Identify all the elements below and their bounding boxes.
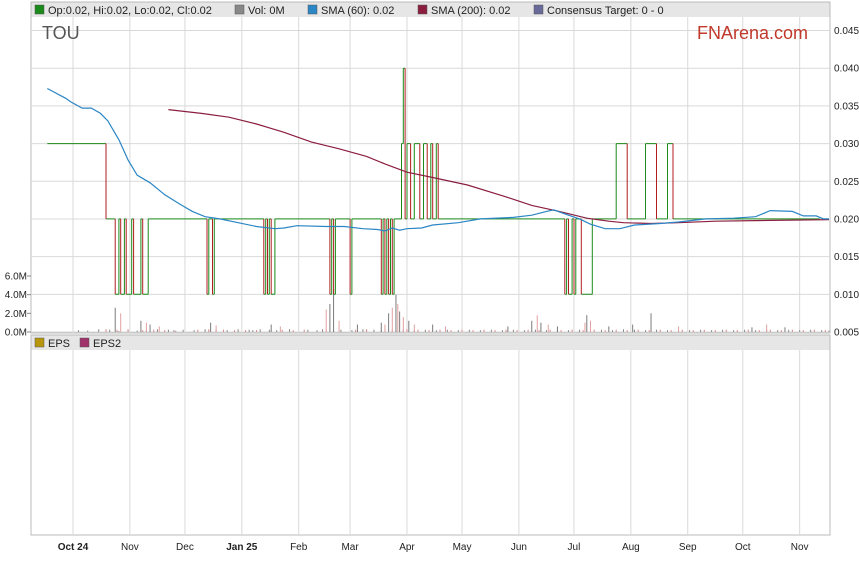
price-tick-label: 0.005 (834, 328, 859, 339)
month-axis: Oct 24 Nov Dec Jan 25 Feb Mar Apr May Jun Jul Aug S… (58, 542, 809, 553)
month-tick-label: May (453, 542, 472, 553)
volume-tick-label: 2.0M (5, 309, 27, 320)
month-tick-label: Apr (399, 542, 415, 553)
ohlc-legend-swatch (34, 4, 45, 15)
price-tick-label: 0.035 (834, 101, 859, 112)
volume-tick-label: 6.0M (5, 272, 27, 283)
eps-legend-swatch (34, 337, 45, 348)
price-tick-label: 0.010 (834, 290, 859, 301)
top-plot-area (30, 1, 831, 334)
price-tick-label: 0.015 (834, 252, 859, 263)
bottom-legend-bar (31, 335, 830, 350)
month-tick-label: Sep (679, 542, 697, 553)
bottom-panel (30, 334, 831, 536)
sma200-line (168, 109, 830, 225)
bottom-gridlines (72, 350, 801, 535)
brand-logo: FNArena.com (697, 23, 808, 43)
ticker-label: TOU (42, 23, 80, 43)
month-tick-label: Aug (622, 542, 640, 553)
volume-tick-label: 0.0M (5, 328, 27, 339)
month-tick-label: Jun (511, 542, 527, 553)
eps2-legend-label: EPS2 (93, 338, 121, 350)
vol-legend-label: Vol: 0M (248, 5, 285, 17)
top-legend-bar (31, 2, 830, 17)
month-tick-label: Nov (791, 542, 809, 553)
price-tick-label: 0.045 (834, 26, 859, 37)
price-series-up (47, 67, 820, 295)
price-axis: 0.045 0.040 0.035 0.030 0.025 0.020 0.015 0.010… (834, 26, 859, 339)
price-tick-label: 0.030 (834, 139, 859, 150)
price-tick-label: 0.040 (834, 64, 859, 75)
month-tick-label: Nov (121, 542, 139, 553)
sma60-legend-label: SMA (60): 0.02 (321, 5, 394, 17)
consensus-legend-label: Consensus Target: 0 - 0 (547, 5, 664, 17)
volume-axis: 6.0M 4.0M 2.0M 0.0M (5, 272, 31, 339)
volume-bars (78, 289, 830, 332)
sma60-legend-swatch (307, 4, 318, 15)
month-tick-label: Mar (341, 542, 359, 553)
ohlc-legend-label: Op:0.02, Hi:0.02, Lo:0.02, Cl:0.02 (48, 5, 212, 17)
consensus-legend-swatch (533, 4, 544, 15)
month-tick-label: Jul (568, 542, 581, 553)
top-legend: Op:0.02, Hi:0.02, Lo:0.02, Cl:0.02 Vol: … (34, 4, 664, 17)
sma200-legend-label: SMA (200): 0.02 (431, 5, 511, 17)
vol-legend-swatch (234, 4, 245, 15)
month-tick-label: Dec (176, 542, 194, 553)
eps-legend-label: EPS (48, 338, 70, 350)
sma60-line (47, 87, 829, 232)
price-tick-label: 0.025 (834, 177, 859, 188)
month-tick-label: Oct 24 (58, 542, 89, 553)
price-tick-label: 0.020 (834, 214, 859, 225)
month-tick-label: Jan 25 (226, 542, 258, 553)
price-series-down (105, 68, 674, 295)
month-tick-label: Oct (735, 542, 751, 553)
bottom-legend: EPS EPS2 (34, 337, 121, 350)
sma200-legend-swatch (417, 4, 428, 15)
eps2-legend-swatch (79, 337, 90, 348)
bottom-plot-area (30, 334, 831, 536)
month-tick-label: Feb (290, 542, 308, 553)
volume-tick-label: 4.0M (5, 290, 27, 301)
